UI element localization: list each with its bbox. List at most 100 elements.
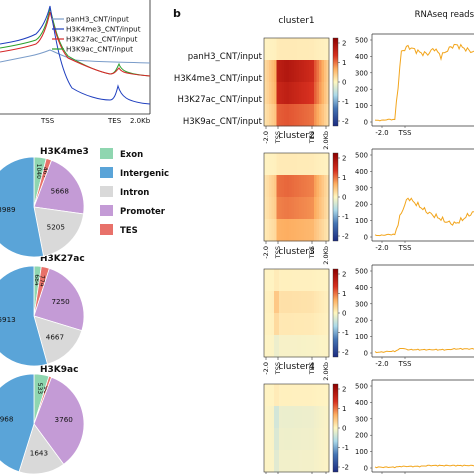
heatmap-xtick-label: 2.0Kb — [322, 131, 330, 150]
heatmap-cell — [291, 313, 295, 336]
heatmap-cell — [304, 60, 307, 83]
heatmap-cell — [319, 175, 322, 198]
colorbar-tick-label: 2 — [342, 155, 346, 163]
cluster-panel-3: cluster3 -2.0 TSS TES 2.0Kb 2 1 0 -1 -2 500 400 300 2… — [262, 247, 474, 381]
heatmap-cell — [271, 60, 275, 83]
pie-value-H3K9ac-intergenic: 4968 — [0, 415, 14, 424]
heatmap-cell — [326, 38, 330, 61]
heatmap-cell — [271, 291, 275, 314]
heatmap-cell — [314, 384, 317, 407]
heatmap-cell — [271, 104, 275, 127]
heatmap-cell — [286, 104, 290, 127]
pie-legend-swatch-tes — [100, 224, 113, 235]
heatmap-cell — [286, 313, 290, 336]
colorbar-tick-label: -1 — [342, 329, 349, 337]
heatmap-cell — [306, 82, 310, 105]
heatmap-cell — [301, 406, 305, 429]
cluster-panel-1: cluster1 -2.0 TSS TES 2.0Kb 2 1 0 -1 -2 500 400 300 2… — [262, 16, 474, 150]
cluster-panel-4: cluster4 -2.0 TSS TES 2.0Kb 2 1 0 -1 -2 500 400 300 2… — [263, 362, 474, 474]
heatmap-frame-2 — [263, 152, 330, 242]
heatmap-cell — [311, 104, 315, 127]
panel-b-label: b — [173, 7, 181, 20]
heatmap-cell — [304, 291, 307, 314]
heatmap-cell — [269, 269, 272, 292]
heatmap-cell — [299, 269, 302, 292]
heatmap-cell — [266, 313, 270, 336]
heatmap-cell — [319, 406, 322, 429]
heatmap-cell — [286, 450, 290, 473]
pie-title-H3K4me3: H3K4me3 — [40, 147, 89, 157]
heatmap-row-labels: panH3_CNT/input H3K4me3_CNT/input H3K27a… — [174, 52, 263, 127]
heatmap-cell — [289, 38, 292, 61]
heatmap-cell — [326, 153, 330, 176]
heatmap-cell — [269, 38, 272, 61]
cluster-title-1: cluster1 — [278, 16, 314, 26]
colorbar-1 — [332, 37, 339, 127]
colorbar-tick-label: 2 — [342, 386, 346, 394]
heatmap-cell — [316, 197, 320, 220]
heatmap-cell — [289, 406, 292, 429]
heatmap-cell — [281, 104, 285, 127]
heatmap-cell — [266, 428, 270, 451]
heatmap-cell — [321, 82, 325, 105]
heatmap-cell — [296, 197, 300, 220]
heatmap-cell — [304, 428, 307, 451]
heatmap-cell — [304, 384, 307, 407]
heatmap-cell — [276, 406, 280, 429]
pie-legend-swatch-exon — [100, 148, 113, 159]
heatmap-cell — [306, 450, 310, 473]
heatmap-cell — [319, 38, 322, 61]
heatmap-xtick-label: TES — [308, 131, 316, 144]
heatmap-cell — [286, 38, 290, 61]
heatmap-cell — [291, 291, 295, 314]
heatmap-cell — [306, 291, 310, 314]
pie-value-H3K27ac-tes: 774 — [39, 275, 46, 287]
heatmap-cell — [301, 175, 305, 198]
heatmap-cell — [289, 335, 292, 358]
heatmap-cell — [299, 104, 302, 127]
heatmap-cell — [294, 406, 297, 429]
heatmap-cell — [266, 104, 270, 127]
heatmap-cell — [296, 313, 300, 336]
heatmap-cell — [279, 450, 282, 473]
rnaseq-line-3 — [374, 347, 474, 354]
heatmap-cell — [304, 38, 307, 61]
heatmap-cell — [264, 313, 267, 336]
heatmap-cell — [314, 175, 317, 198]
heatmap-cell — [316, 104, 320, 127]
rnaseq-title: RNAseq reads — [415, 10, 474, 20]
pie-slice-H3K4me3-promoter — [33, 159, 85, 215]
heatmap-cell — [321, 406, 325, 429]
heatmap-cell — [301, 104, 305, 127]
heatmap-cell — [309, 104, 312, 127]
heatmap-cell — [269, 153, 272, 176]
heatmap-cell — [286, 335, 290, 358]
heatmap-cell — [319, 82, 322, 105]
heatmap-cell — [281, 313, 285, 336]
heatmap-cell — [291, 406, 295, 429]
heatmap-cell — [289, 428, 292, 451]
heatmap-cell — [311, 219, 315, 242]
pie-slice-H3K27ac-intergenic — [0, 265, 48, 367]
colorbar-tick-label: -1 — [342, 444, 349, 452]
heatmap-cell — [309, 269, 312, 292]
heatmap-cell — [284, 38, 287, 61]
heatmap-cell — [291, 38, 295, 61]
heatmap-cell — [274, 82, 277, 105]
heatmap-cell — [276, 82, 280, 105]
heatmap-cell — [284, 82, 287, 105]
heatmap-cell — [321, 197, 325, 220]
heatmap-cell — [294, 104, 297, 127]
heatmap-cell — [264, 428, 267, 451]
heatmap-cell — [266, 219, 270, 242]
heatmap-cell — [311, 153, 315, 176]
heatmap-cell — [296, 406, 300, 429]
heatmap-cell — [289, 313, 292, 336]
pie-slice-H3K4me3-intergenic — [0, 156, 44, 258]
heatmap-cell — [311, 335, 315, 358]
pie-value-H3K27ac-promoter: 7250 — [51, 297, 70, 306]
pie-value-H3K27ac-intron: 4667 — [46, 333, 64, 342]
heatmap-cell — [276, 291, 280, 314]
heatmap-xtick-label: TES — [308, 246, 316, 259]
